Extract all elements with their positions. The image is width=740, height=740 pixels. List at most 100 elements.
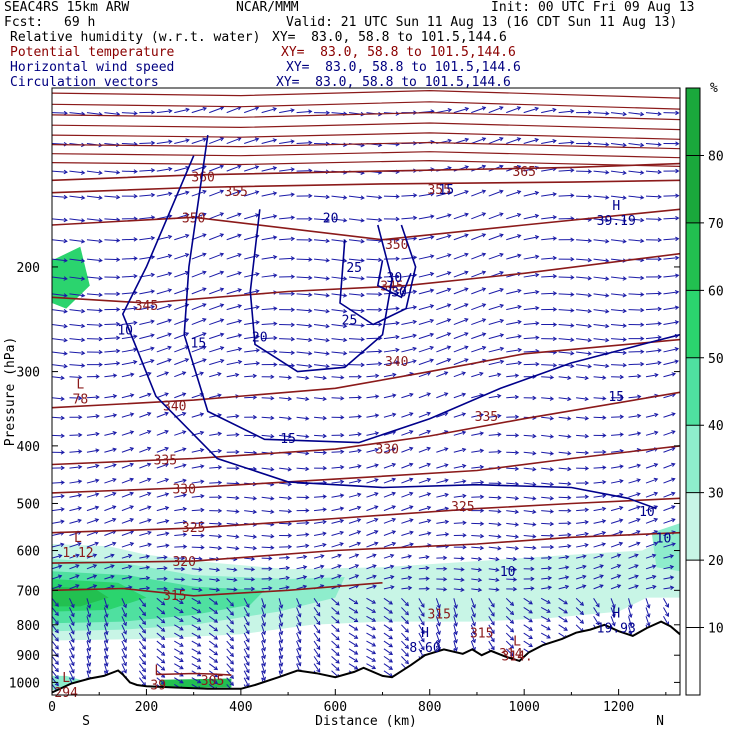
circulation-vector-head xyxy=(112,541,117,546)
circulation-vector xyxy=(86,640,91,651)
circulation-vector-head xyxy=(133,237,138,242)
circulation-vector xyxy=(121,607,127,617)
circulation-vector-head xyxy=(168,139,173,144)
circulation-vector-head xyxy=(77,464,83,470)
x-end-label-left: S xyxy=(82,714,90,729)
circulation-vector xyxy=(69,648,75,659)
circulation-vector-head xyxy=(60,542,65,547)
circulation-vector-head xyxy=(116,275,121,280)
circulation-vector xyxy=(139,194,155,197)
circulation-vector-head xyxy=(98,195,103,200)
circulation-vector xyxy=(86,449,99,453)
circulation-vector xyxy=(156,544,169,548)
circulation-vector xyxy=(69,112,85,115)
circulation-vector xyxy=(52,112,68,114)
circulation-vector xyxy=(593,466,606,469)
circulation-vector-head xyxy=(145,565,151,570)
circulation-vector xyxy=(104,395,117,399)
circulation-vector xyxy=(331,451,344,453)
circulation-vector xyxy=(139,334,154,340)
circulation-vector-head xyxy=(63,309,68,314)
theta-contour-label: 315 xyxy=(470,627,493,642)
circulation-vector xyxy=(139,519,151,524)
circulation-vector xyxy=(156,372,169,378)
circulation-vector xyxy=(576,195,592,198)
circulation-vector xyxy=(156,556,167,559)
circulation-vector-head xyxy=(163,555,168,560)
circulation-vector xyxy=(296,142,312,145)
circulation-vector-head xyxy=(75,584,80,589)
circulation-vector xyxy=(104,432,117,436)
circulation-vector-head xyxy=(112,373,118,378)
theta-contour-upper xyxy=(52,111,680,121)
x-axis-title: Distance (km) xyxy=(315,714,417,729)
theta-contour-label: 350 xyxy=(182,211,205,226)
circulation-vector-head xyxy=(147,530,152,536)
circulation-vector-head xyxy=(112,491,117,497)
circulation-vector xyxy=(86,616,91,626)
circulation-vector-head xyxy=(164,492,170,497)
theta-contour-label: 325 xyxy=(451,500,474,515)
circulation-vector-head xyxy=(104,669,109,675)
field-theta-xy: XY= 83.0, 58.8 to 101.5,144.6 xyxy=(281,45,516,60)
circulation-vector-head xyxy=(129,447,135,452)
theta-contour-325 xyxy=(52,497,680,534)
circulation-vector-head xyxy=(122,638,127,644)
circulation-vector-head xyxy=(145,585,151,591)
circulation-vector xyxy=(52,584,62,590)
circulation-vector xyxy=(628,276,644,279)
circulation-vector xyxy=(121,322,137,326)
circulation-vector xyxy=(121,348,137,353)
circulation-vector-head xyxy=(70,630,75,635)
x-tick-label: 800 xyxy=(418,700,441,715)
circulation-vector xyxy=(558,194,574,197)
circulation-vector xyxy=(103,598,108,609)
circulation-vector xyxy=(104,323,120,326)
circulation-vector xyxy=(69,276,85,280)
circulation-vector-head xyxy=(147,371,152,377)
circulation-vector xyxy=(86,415,99,418)
circulation-vector xyxy=(121,275,137,278)
extremum-marker-L: L xyxy=(62,671,70,686)
circulation-vector-head xyxy=(54,667,59,673)
circulation-vector xyxy=(121,565,132,570)
circulation-vector-head xyxy=(164,462,170,468)
circulation-vector-head xyxy=(116,238,121,243)
wind-contour-label: 15 xyxy=(608,390,624,405)
circulation-vector xyxy=(104,218,120,221)
rh-region-40 xyxy=(651,523,680,572)
circulation-vector-head xyxy=(127,553,133,559)
circulation-vector xyxy=(86,309,102,312)
extremum-marker-L: L xyxy=(513,634,521,649)
circulation-vector xyxy=(69,239,85,243)
circulation-vector-head xyxy=(95,374,100,379)
circulation-vector xyxy=(156,632,165,640)
circulation-vector-head xyxy=(78,449,83,454)
x-tick-label: 400 xyxy=(229,700,252,715)
circulation-vector-head xyxy=(164,446,170,452)
circulation-vector-head xyxy=(104,604,109,609)
extremum-value: 39.19 xyxy=(597,214,636,229)
circulation-vector-head xyxy=(133,273,138,279)
circulation-vector xyxy=(86,433,99,436)
extremum-value: 294 xyxy=(54,686,78,701)
circulation-vector xyxy=(69,616,75,626)
theta-contour-label: 315 xyxy=(427,607,450,622)
circulation-vector-head xyxy=(150,272,156,278)
colorbar-swatch xyxy=(686,290,700,358)
circulation-vector-head xyxy=(122,621,127,627)
circulation-vector-head xyxy=(104,662,109,667)
extremum-marker-H: H xyxy=(421,626,429,641)
circulation-vector-head xyxy=(141,645,146,650)
y-tick-label: 400 xyxy=(17,440,40,455)
circulation-vector-head xyxy=(133,169,138,174)
y-tick-label: 700 xyxy=(17,584,40,599)
circulation-vector-head xyxy=(168,108,173,114)
circulation-vector xyxy=(86,518,99,524)
extremum-value: 19.93 xyxy=(597,622,636,637)
circulation-vector-head xyxy=(151,140,156,146)
circulation-vector xyxy=(104,530,116,536)
circulation-vector xyxy=(69,170,85,174)
circulation-vector-head xyxy=(141,660,146,666)
circulation-vector xyxy=(121,640,127,651)
